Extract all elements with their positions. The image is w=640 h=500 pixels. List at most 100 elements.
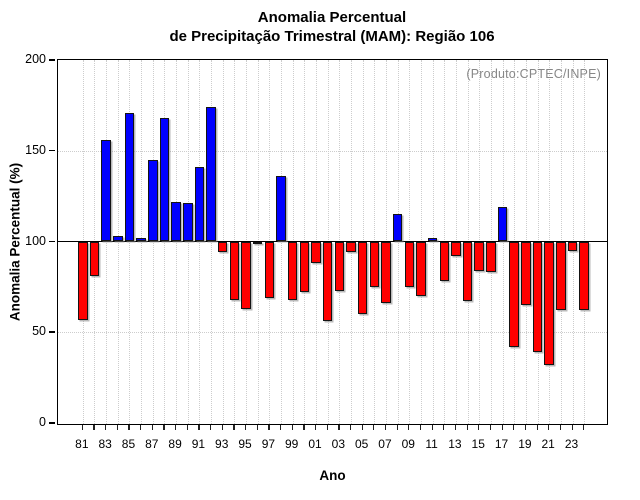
bar-99 — [287, 241, 298, 300]
bar-19 — [521, 241, 531, 306]
bar-94 — [229, 241, 240, 300]
bar-02 — [322, 241, 333, 322]
bar-85 — [124, 112, 135, 242]
x-tick — [373, 425, 375, 430]
bar-97 — [264, 241, 275, 298]
x-tick — [140, 425, 142, 430]
bar-96 — [252, 241, 263, 244]
x-tick-label: 13 — [448, 437, 462, 451]
bar-90 — [183, 203, 193, 242]
bar-22 — [556, 241, 566, 311]
x-tick — [291, 425, 293, 430]
bar-83 — [101, 139, 111, 242]
bar-05 — [357, 241, 368, 315]
x-tick-label: 87 — [145, 437, 159, 451]
x-tick — [338, 425, 340, 430]
bar-03 — [334, 241, 345, 291]
x-tick — [583, 425, 585, 430]
x-tick — [536, 425, 538, 430]
x-tick — [280, 425, 282, 430]
x-tick-label: 15 — [471, 437, 485, 451]
bar-11 — [427, 237, 438, 242]
y-tick-label: 50 — [32, 324, 46, 339]
x-tick — [245, 425, 247, 430]
x-tick — [548, 425, 550, 430]
bar-88 — [159, 118, 170, 242]
x-tick-label: 19 — [518, 437, 532, 451]
bar-15 — [474, 241, 484, 271]
bar-04 — [346, 241, 356, 253]
bar-10 — [416, 241, 426, 296]
x-tick — [256, 425, 258, 430]
bar-86 — [136, 237, 146, 242]
y-tick-label: 0 — [39, 415, 46, 429]
y-tick — [49, 331, 55, 333]
bar-82 — [89, 241, 100, 276]
x-tick — [408, 425, 410, 430]
x-tick — [501, 425, 503, 430]
y-tick — [49, 422, 55, 424]
x-tick — [175, 425, 177, 430]
bar-23 — [567, 241, 578, 251]
x-tick — [396, 425, 398, 430]
bar-08 — [392, 214, 403, 242]
x-tick — [105, 425, 107, 430]
bar-91 — [194, 167, 205, 242]
x-tick — [466, 425, 468, 430]
x-tick — [221, 425, 223, 430]
x-tick — [431, 425, 433, 430]
x-tick-label: 85 — [121, 437, 136, 451]
bar-09 — [404, 241, 415, 287]
x-tick — [233, 425, 235, 430]
x-tick — [361, 425, 363, 430]
x-tick-label: 05 — [354, 437, 369, 451]
x-tick — [315, 425, 317, 430]
y-tick-label: 150 — [25, 142, 46, 157]
bar-17 — [497, 207, 508, 242]
chart-title-line1: Anomalia Percentual — [257, 9, 407, 26]
bar-06 — [369, 241, 380, 287]
x-tick — [268, 425, 270, 430]
x-tick — [513, 425, 515, 430]
x-tick — [186, 425, 188, 430]
y-tick — [49, 240, 55, 242]
x-tick-label: 07 — [378, 437, 392, 451]
x-tick-label: 09 — [401, 437, 415, 451]
x-tick — [419, 425, 422, 430]
y-tick — [49, 149, 55, 152]
x-tick-label: 01 — [308, 437, 322, 451]
horizontal-gridline — [58, 150, 607, 152]
bar-13 — [451, 241, 461, 257]
x-tick — [326, 425, 328, 430]
x-tick-label: 17 — [494, 437, 509, 451]
x-tick-label: 95 — [238, 437, 252, 451]
x-tick-label: 03 — [331, 437, 345, 451]
bar-98 — [276, 176, 286, 242]
bar-18 — [509, 241, 519, 347]
x-tick-label: 97 — [261, 437, 276, 451]
x-tick — [210, 425, 212, 430]
bar-20 — [532, 241, 543, 353]
x-tick — [81, 425, 84, 430]
x-tick-label: 93 — [215, 437, 229, 451]
bar-93 — [217, 241, 228, 253]
x-tick-label: 23 — [564, 437, 579, 451]
x-tick — [559, 425, 562, 430]
x-tick-label: 89 — [168, 437, 182, 451]
bar-81 — [78, 241, 88, 320]
chart-title: Anomalia Percentual de Precipitação Trim… — [44, 8, 620, 46]
x-tick — [454, 425, 457, 430]
x-axis-label: Ano — [319, 468, 346, 483]
x-tick — [349, 425, 352, 430]
bar-89 — [171, 201, 181, 242]
bar-01 — [311, 241, 321, 264]
x-tick — [151, 425, 153, 430]
x-tick — [128, 425, 130, 430]
x-tick-label: 83 — [98, 437, 112, 451]
x-tick — [303, 425, 305, 430]
x-tick — [198, 425, 200, 430]
x-tick-label: 81 — [75, 437, 89, 451]
x-tick-label: 21 — [541, 437, 555, 451]
bar-21 — [544, 241, 554, 365]
x-tick — [524, 425, 527, 430]
